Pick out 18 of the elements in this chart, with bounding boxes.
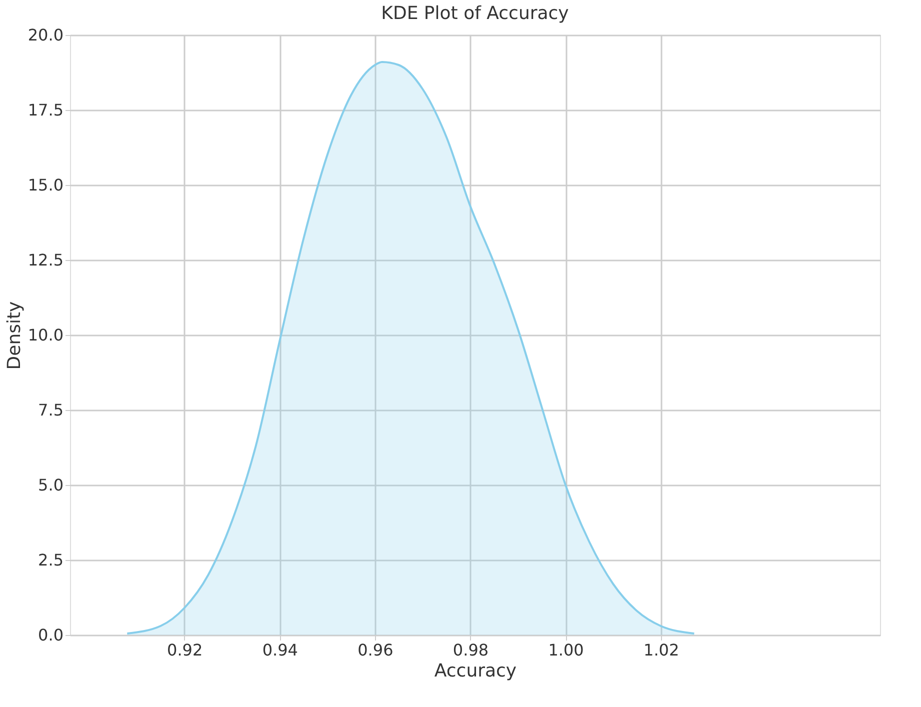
y-tick-label: 7.5: [38, 400, 64, 420]
y-tick-label: 2.5: [38, 550, 64, 570]
x-tick-label: 0.94: [262, 640, 298, 660]
x-axis-title: Accuracy: [434, 660, 517, 682]
chart-title: KDE Plot of Accuracy: [381, 3, 570, 24]
y-tick-label: 12.5: [28, 250, 64, 270]
x-tick-label: 0.98: [452, 640, 489, 660]
x-tick-label: 0.96: [358, 640, 394, 660]
y-axis-title: Density: [4, 300, 25, 370]
y-tick-label: 10.0: [28, 326, 64, 344]
x-tick-label: 1.02: [644, 640, 680, 660]
y-tick-label: 15.0: [28, 176, 64, 194]
y-tick-label: 0.0: [38, 626, 64, 644]
y-tick-label: 20.0: [28, 26, 64, 44]
x-tick-label: 0.92: [167, 640, 203, 660]
y-tick-label: 17.5: [28, 100, 64, 120]
x-tick-label: 1.00: [548, 640, 584, 660]
y-tick-label: 5.0: [38, 476, 64, 494]
